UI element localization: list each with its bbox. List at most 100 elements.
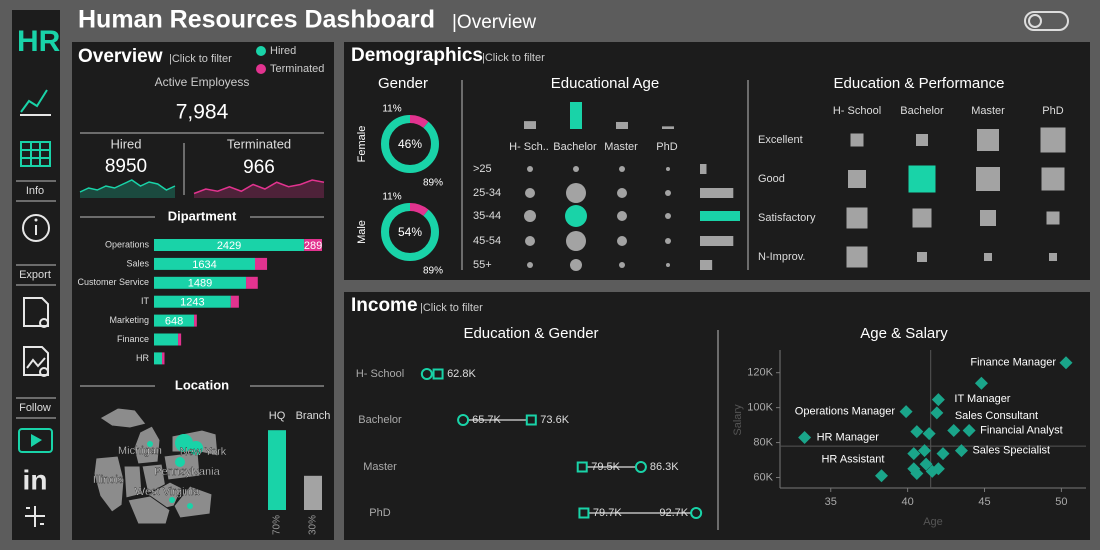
heat-square[interactable]	[976, 167, 1000, 191]
bubble[interactable]	[527, 166, 533, 172]
age-bar[interactable]	[700, 164, 707, 174]
income-marker[interactable]	[457, 414, 470, 426]
heat-square[interactable]	[1041, 167, 1065, 191]
pdf-icon[interactable]	[23, 297, 49, 327]
heat-square[interactable]	[848, 170, 866, 188]
heat-square[interactable]	[1049, 253, 1057, 261]
table-nav[interactable]	[20, 141, 51, 167]
state-shape[interactable]	[133, 425, 161, 465]
split-bar[interactable]	[268, 430, 286, 510]
bubble[interactable]	[524, 210, 536, 222]
bubble[interactable]	[617, 236, 627, 246]
info-button[interactable]	[22, 214, 50, 242]
play-icon-frame[interactable]	[18, 428, 53, 453]
scatter-point[interactable]	[947, 424, 961, 438]
hired-bar[interactable]	[154, 352, 163, 365]
donut-segment[interactable]	[381, 203, 439, 261]
age-bar[interactable]	[700, 188, 734, 198]
bubble[interactable]	[570, 259, 582, 271]
terminated-bar[interactable]	[178, 333, 182, 346]
bubble[interactable]	[665, 238, 671, 244]
image-icon-line[interactable]	[26, 357, 46, 369]
heat-square[interactable]	[916, 134, 928, 146]
heat-square[interactable]	[846, 246, 868, 268]
heat-square[interactable]	[850, 133, 864, 147]
scatter-point[interactable]	[899, 405, 913, 419]
hired-bar[interactable]	[154, 295, 231, 308]
scatter-point[interactable]	[954, 444, 968, 458]
map-dot[interactable]	[187, 503, 193, 509]
bubble[interactable]	[525, 188, 535, 198]
scatter-point[interactable]	[925, 464, 939, 478]
bubble[interactable]	[666, 167, 670, 171]
age-bar[interactable]	[700, 211, 740, 221]
bubble[interactable]	[566, 231, 586, 251]
scatter-point[interactable]	[919, 457, 933, 471]
income-marker[interactable]	[690, 507, 703, 519]
hired-bar[interactable]	[154, 314, 195, 327]
map-dot[interactable]	[175, 457, 185, 467]
hired-bar[interactable]	[154, 276, 247, 289]
bubble[interactable]	[665, 190, 671, 196]
filter-hint[interactable]: |Click to filter	[169, 53, 232, 65]
filter-hint[interactable]: |Click to filter	[482, 52, 545, 64]
education-bar[interactable]	[662, 126, 674, 129]
scatter-point[interactable]	[798, 431, 812, 445]
linkedin-link[interactable]: in	[23, 464, 48, 495]
play-icon[interactable]	[31, 434, 42, 447]
heat-square[interactable]	[980, 210, 996, 226]
state-shape[interactable]	[93, 455, 125, 513]
map-dot[interactable]	[169, 497, 175, 503]
heat-square[interactable]	[1046, 211, 1060, 225]
education-bar[interactable]	[570, 102, 582, 129]
pdf-icon-badge[interactable]	[39, 318, 49, 328]
education-bar[interactable]	[616, 121, 628, 129]
terminated-bar[interactable]	[194, 314, 197, 327]
hired-bar[interactable]	[154, 257, 255, 270]
donut-segment[interactable]	[381, 115, 439, 173]
image-icon[interactable]	[23, 346, 49, 376]
age-bar[interactable]	[700, 260, 713, 270]
bubble[interactable]	[566, 183, 586, 203]
scatter-point[interactable]	[1059, 356, 1073, 370]
terminated-bar[interactable]	[246, 276, 258, 289]
scatter-point[interactable]	[936, 447, 950, 461]
income-marker[interactable]	[576, 461, 588, 473]
heat-square[interactable]	[977, 129, 999, 151]
image-icon-badge[interactable]	[39, 367, 49, 377]
table-icon[interactable]	[20, 141, 51, 167]
map-dot[interactable]	[189, 441, 203, 455]
map[interactable]	[93, 407, 219, 525]
bubble[interactable]	[565, 205, 587, 227]
state-shape[interactable]	[99, 407, 147, 429]
tableau-link[interactable]	[25, 506, 45, 527]
bubble[interactable]	[573, 166, 579, 172]
toggle-knob[interactable]	[1028, 14, 1042, 28]
income-marker[interactable]	[634, 461, 647, 473]
bubble[interactable]	[619, 166, 625, 172]
scatter-point[interactable]	[910, 467, 924, 481]
terminated-bar[interactable]	[254, 257, 268, 270]
terminated-bar[interactable]	[304, 239, 322, 251]
income-marker[interactable]	[432, 368, 444, 380]
state-shape[interactable]	[123, 465, 143, 499]
export-image[interactable]	[23, 346, 49, 377]
info-icon-dot[interactable]	[34, 218, 38, 222]
bubble[interactable]	[527, 262, 533, 268]
scatter-point[interactable]	[962, 424, 976, 438]
heat-square[interactable]	[917, 252, 927, 262]
bubble[interactable]	[617, 188, 627, 198]
map-dot[interactable]	[147, 441, 153, 447]
export-pdf[interactable]	[23, 297, 49, 328]
income-marker[interactable]	[578, 507, 590, 519]
hired-bar[interactable]	[154, 239, 305, 251]
heat-square[interactable]	[984, 253, 992, 261]
info-icon[interactable]	[22, 214, 50, 242]
scatter-point[interactable]	[910, 425, 924, 439]
heat-square[interactable]	[912, 208, 932, 228]
heat-square[interactable]	[908, 165, 936, 193]
toggle-track[interactable]	[1024, 11, 1069, 31]
heat-square[interactable]	[1040, 127, 1066, 153]
bubble[interactable]	[665, 213, 671, 219]
map-dot[interactable]	[175, 434, 193, 452]
